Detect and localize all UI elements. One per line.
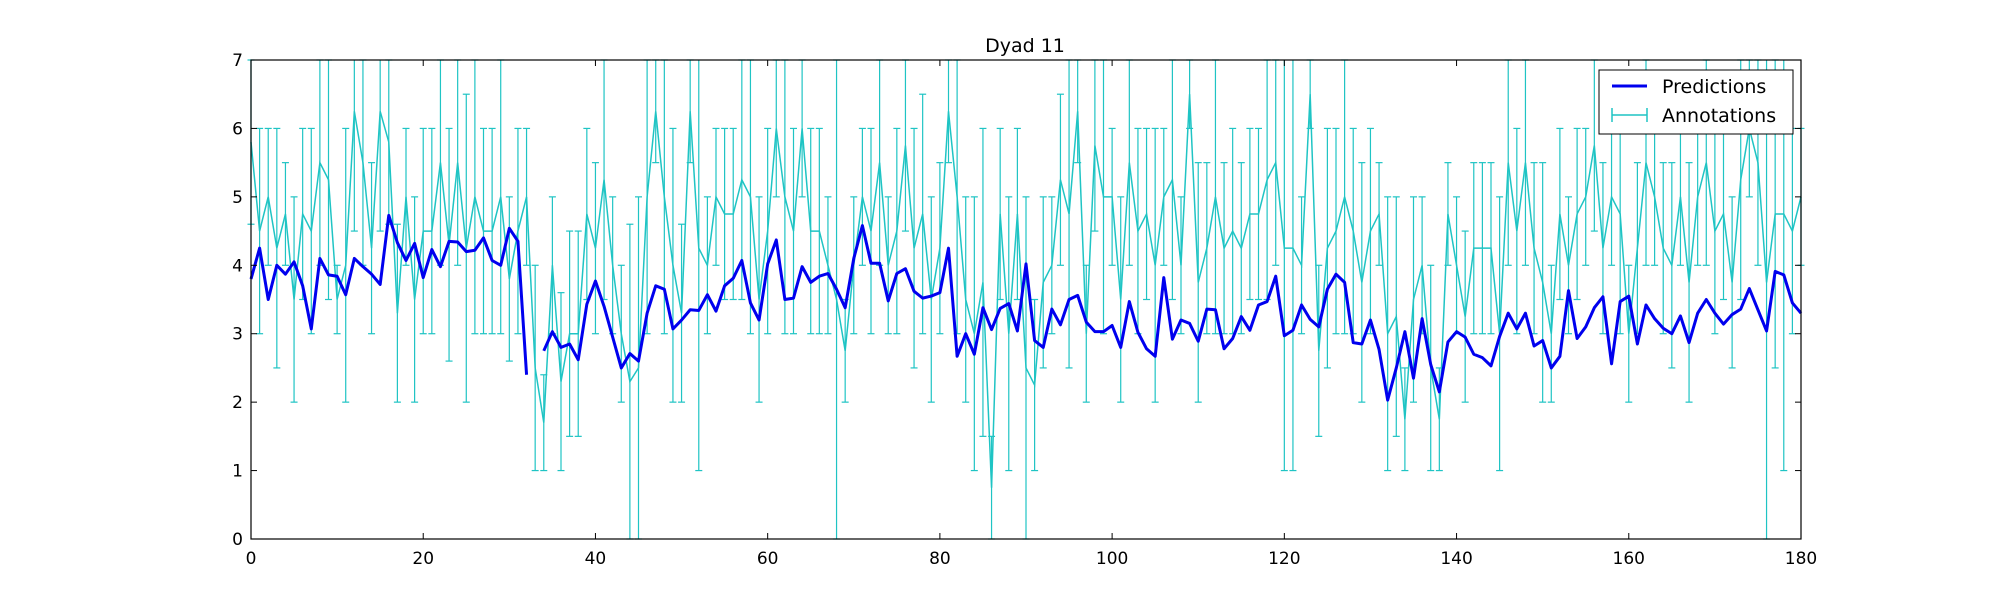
axes: 0 20 40 60 80 100 120 140 160 180 0 1 2 3 4 5 6 7 <box>232 51 1817 569</box>
x-tick-label: 140 <box>1440 549 1472 569</box>
legend-predictions-label: Predictions <box>1662 76 1766 98</box>
annotations-errorbar <box>1280 60 1288 472</box>
legend-box <box>1598 69 1794 135</box>
legend-annotations-label: Annotations <box>1662 105 1776 127</box>
y-tick-label: 7 <box>232 51 243 71</box>
annotations-errorbar <box>376 60 384 232</box>
chart-title: Dyad 11 <box>985 35 1065 57</box>
y-tick-label: 4 <box>232 256 243 276</box>
y-tick-label: 1 <box>232 462 243 482</box>
annotations-errorbar <box>1289 60 1297 472</box>
x-tick-label: 40 <box>585 549 607 569</box>
predictions-line <box>542 224 1803 402</box>
y-tick-label: 6 <box>232 119 243 139</box>
annotations-errorbar <box>695 60 703 472</box>
legend: Predictions Annotations <box>1598 69 1794 135</box>
annotations-errorbar <box>350 60 358 232</box>
x-tick-label: 120 <box>1268 549 1300 569</box>
x-tick-label: 160 <box>1613 549 1645 569</box>
legend-annotations-swatch <box>1611 108 1648 122</box>
y-tick-label: 3 <box>232 325 243 345</box>
annotations-line <box>250 94 1802 488</box>
x-tick-label: 100 <box>1096 549 1128 569</box>
y-tick-label: 2 <box>232 393 243 413</box>
predictions-line <box>249 213 529 375</box>
x-tick-label: 20 <box>412 549 434 569</box>
y-tick-label: 0 <box>232 530 243 550</box>
plot-frame <box>250 59 1802 540</box>
predictions-series <box>249 213 1803 402</box>
x-tick-label: 180 <box>1785 549 1817 569</box>
x-tick-label: 0 <box>246 549 257 569</box>
y-tick-label: 5 <box>232 188 243 208</box>
x-tick-label: 60 <box>757 549 779 569</box>
x-tick-label: 80 <box>929 549 951 569</box>
